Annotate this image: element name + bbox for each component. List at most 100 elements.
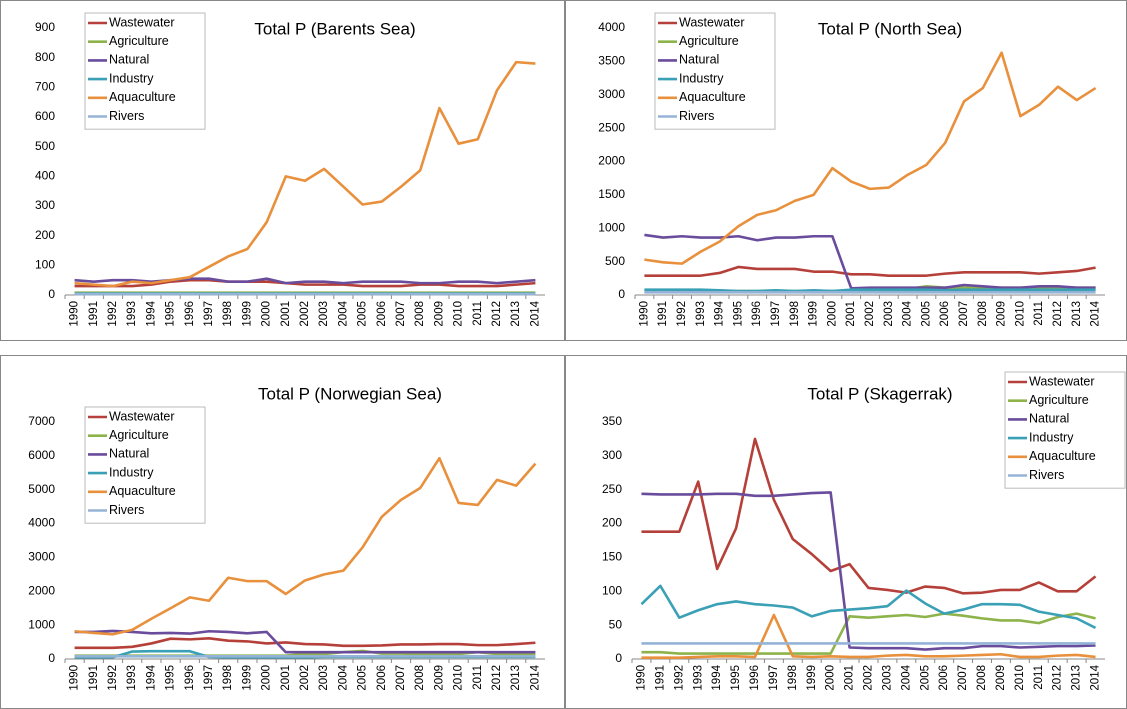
x-tick-label: 2013 — [510, 665, 522, 691]
y-tick-label: 1500 — [598, 187, 625, 201]
chart-title: Total P (Skagerrak) — [807, 384, 952, 403]
x-tick-label: 2007 — [958, 301, 970, 327]
y-tick-label: 250 — [602, 482, 622, 496]
x-tick-label: 2011 — [1033, 665, 1045, 690]
data-line — [644, 288, 1096, 293]
x-tick-label: 2007 — [395, 301, 407, 327]
y-tick-label: 7000 — [28, 414, 55, 428]
x-tick-label: 2010 — [453, 665, 465, 691]
x-tick-label: 2000 — [261, 301, 273, 327]
x-tick-label: 2007 — [395, 665, 407, 691]
x-tick-label: 2002 — [863, 665, 875, 691]
legend-label: Wastewater — [109, 15, 175, 29]
legend-label: Aquaculture — [1029, 449, 1096, 463]
x-tick-label: 1993 — [695, 301, 707, 327]
x-tick-label: 2001 — [280, 665, 292, 691]
panel-frame — [0, 0, 565, 341]
x-tick-label: 2008 — [414, 301, 426, 327]
x-tick-label: 1995 — [165, 301, 177, 327]
y-tick-label: 500 — [605, 254, 625, 268]
y-tick-label: 50 — [609, 617, 623, 631]
data-line — [641, 437, 1097, 595]
x-tick-label: 2004 — [337, 664, 349, 690]
x-tick-label: 2005 — [357, 301, 369, 327]
x-tick-label: 2001 — [844, 665, 856, 691]
x-tick-label: 2012 — [491, 665, 503, 691]
y-tick-label: 0 — [615, 651, 622, 665]
x-tick-label: 2013 — [1071, 301, 1083, 327]
y-tick-label: 100 — [35, 258, 55, 272]
data-line — [641, 491, 1096, 651]
x-tick-label: 1993 — [692, 665, 704, 691]
x-tick-label: 1998 — [222, 665, 234, 691]
legend-label: Industry — [109, 465, 154, 479]
legend-label: Natural — [1029, 412, 1069, 426]
data-line — [74, 278, 536, 288]
x-tick-label: 2014 — [1090, 300, 1102, 326]
x-tick-label: 2010 — [1014, 301, 1026, 327]
x-tick-label: 1995 — [732, 301, 744, 327]
legend-box — [84, 406, 206, 524]
x-tick-label: 1997 — [203, 665, 215, 691]
x-tick-label: 2001 — [845, 301, 857, 327]
legend-label: Natural — [109, 53, 149, 67]
y-tick-label: 100 — [602, 583, 622, 597]
y-tick-label: 0 — [618, 287, 625, 301]
x-tick-label: 1991 — [88, 301, 100, 327]
x-tick-label: 2000 — [825, 665, 837, 691]
chart-title: Total P (North Sea) — [818, 19, 962, 38]
y-tick-label: 6000 — [28, 448, 55, 462]
y-tick-label: 700 — [35, 80, 55, 94]
x-tick-label: 2006 — [376, 301, 388, 327]
x-tick-label: 2005 — [357, 665, 369, 691]
chart-title: Total P (Barents Sea) — [254, 19, 415, 38]
y-tick-label: 5000 — [28, 482, 55, 496]
y-tick-label: 0 — [48, 651, 55, 665]
x-tick-label: 2010 — [453, 301, 465, 327]
y-tick-label: 500 — [35, 139, 55, 153]
data-line — [74, 637, 536, 650]
x-tick-label: 1996 — [751, 301, 763, 327]
x-tick-label: 1998 — [222, 301, 234, 327]
x-tick-label: 1995 — [165, 665, 177, 691]
y-tick-label: 350 — [602, 414, 622, 428]
x-tick-label: 2007 — [957, 665, 969, 691]
data-line — [641, 612, 1096, 655]
data-line — [74, 456, 537, 636]
x-tick-label: 1991 — [88, 665, 100, 691]
x-tick-label: 2002 — [299, 665, 311, 691]
x-tick-label: 2008 — [977, 301, 989, 327]
x-tick-label: 2004 — [900, 664, 912, 690]
y-tick-label: 0 — [48, 287, 55, 301]
y-tick-label: 2500 — [598, 120, 625, 134]
data-line — [644, 51, 1097, 265]
legend-label: Agriculture — [109, 428, 169, 442]
x-tick-label: 1992 — [676, 301, 688, 327]
x-tick-label: 2010 — [1014, 665, 1026, 691]
x-tick-label: 2011 — [472, 301, 484, 326]
x-tick-label: 1992 — [673, 665, 685, 691]
x-tick-label: 2008 — [976, 665, 988, 691]
y-tick-label: 900 — [35, 20, 55, 34]
x-tick-label: 2009 — [996, 301, 1008, 327]
legend-label: Industry — [109, 71, 154, 85]
data-line — [644, 233, 1096, 290]
legend-label: Agriculture — [679, 34, 739, 48]
x-tick-label: 1990 — [635, 665, 647, 691]
legend-label: Agriculture — [109, 34, 169, 48]
x-tick-label: 2000 — [261, 665, 273, 691]
x-tick-label: 2002 — [299, 301, 311, 327]
x-tick-label: 2005 — [920, 301, 932, 327]
x-tick-label: 1997 — [770, 301, 782, 327]
legend-label: Aquaculture — [109, 90, 176, 104]
legend-label: Wastewater — [679, 15, 745, 29]
x-tick-label: 1999 — [241, 301, 253, 327]
x-tick-label: 2012 — [1052, 665, 1064, 691]
x-tick-label: 1995 — [730, 665, 742, 691]
x-tick-label: 1992 — [107, 665, 119, 691]
x-tick-label: 2002 — [864, 301, 876, 327]
x-tick-label: 2014 — [1090, 664, 1102, 690]
x-tick-label: 2005 — [919, 665, 931, 691]
x-tick-label: 2004 — [337, 300, 349, 326]
x-tick-label: 1990 — [638, 301, 650, 327]
